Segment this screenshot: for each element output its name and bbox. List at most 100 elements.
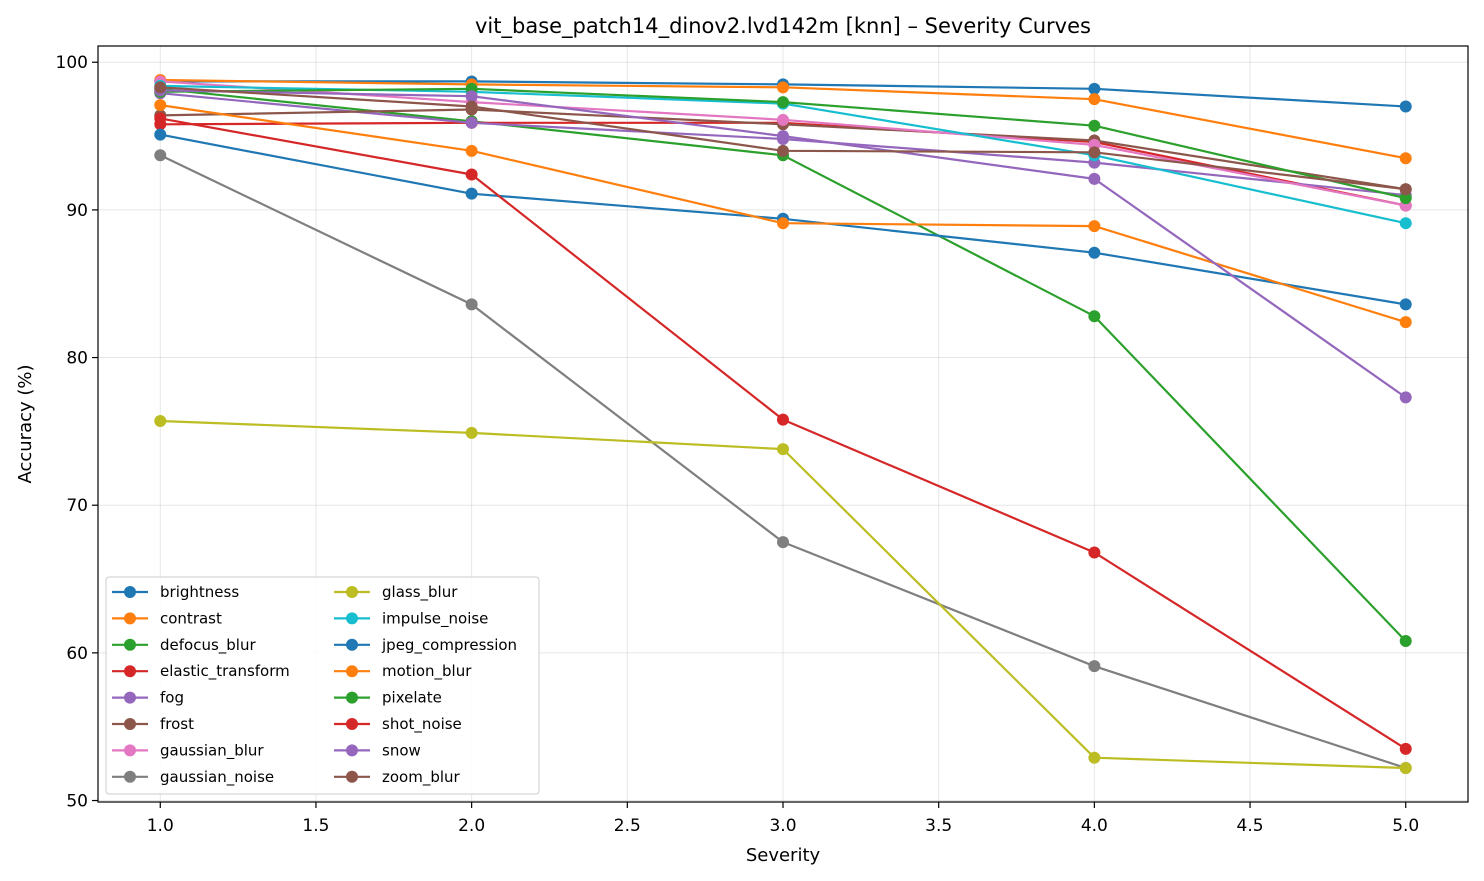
series-layer	[154, 73, 1412, 775]
data-point	[154, 112, 167, 125]
legend-label: zoom_blur	[382, 768, 461, 787]
data-point	[465, 90, 478, 103]
data-point	[777, 144, 789, 157]
series-shot_noise	[154, 112, 1412, 755]
legend-entry-jpeg_compression: jpeg_compression	[334, 636, 517, 655]
legend-marker	[346, 718, 358, 730]
legend-marker	[124, 770, 136, 783]
data-point	[1088, 146, 1101, 159]
data-point	[1088, 751, 1101, 764]
data-point	[465, 100, 478, 113]
legend-entry-frost: frost	[112, 715, 194, 733]
data-point	[465, 168, 478, 181]
data-point	[154, 128, 167, 141]
legend-label: glass_blur	[382, 583, 458, 602]
data-point	[154, 81, 167, 94]
legend-label: jpeg_compression	[381, 636, 517, 655]
legend: brightness contrast defocus_blur elastic_tr…	[105, 576, 540, 795]
data-point	[777, 81, 789, 94]
legend-marker	[346, 586, 358, 598]
legend-entry-impulse_noise: impulse_noise	[334, 609, 488, 628]
data-point	[1399, 762, 1412, 775]
legend-marker	[124, 586, 136, 598]
data-point	[777, 413, 789, 426]
plot-frame	[97, 45, 1469, 803]
series-glass_blur	[154, 415, 1412, 775]
legend-entry-brightness: brightness	[112, 583, 239, 601]
legend-marker	[346, 638, 358, 651]
legend-entry-fog: fog	[112, 689, 184, 707]
data-point	[465, 144, 478, 157]
data-point	[1399, 183, 1412, 196]
data-point	[1088, 119, 1101, 132]
data-point	[1399, 635, 1412, 648]
legend-label: contrast	[160, 609, 222, 627]
legend-marker	[346, 770, 358, 783]
data-point	[1399, 192, 1412, 205]
y-axis-ticks: 50 60 70 80 90 100	[56, 53, 98, 812]
legend-label: fog	[160, 689, 184, 707]
data-point	[1399, 298, 1412, 311]
y-axis-label: Accuracy (%)	[15, 364, 36, 483]
data-point	[1088, 246, 1101, 259]
x-tick-label: 1.5	[302, 816, 329, 836]
legend-entry-shot_noise: shot_noise	[334, 715, 462, 734]
x-axis-ticks: 1.0 1.5 2.0 2.5 3.0 3.5 4.0 4.5 5.0	[147, 802, 1419, 836]
legend-marker	[346, 665, 358, 678]
data-point	[465, 187, 478, 200]
data-point	[1399, 100, 1412, 113]
legend-entry-zoom_blur: zoom_blur	[334, 768, 461, 787]
legend-entry-defocus_blur: defocus_blur	[112, 636, 256, 655]
legend-entry-glass_blur: glass_blur	[334, 583, 458, 602]
x-axis-label: Severity	[746, 845, 821, 866]
data-point	[777, 217, 789, 230]
data-point	[154, 415, 167, 428]
data-point	[1088, 93, 1101, 106]
legend-marker	[124, 718, 136, 730]
legend-label: frost	[160, 715, 194, 733]
data-point	[1399, 217, 1412, 230]
legend-marker	[124, 665, 136, 678]
legend-marker	[124, 744, 136, 757]
y-tick-label: 100	[56, 53, 88, 73]
legend-marker	[124, 638, 136, 651]
legend-entry-snow: snow	[334, 741, 421, 759]
legend-entry-motion_blur: motion_blur	[334, 662, 472, 681]
x-tick-label: 5.0	[1392, 816, 1419, 836]
x-tick-label: 4.0	[1081, 816, 1108, 836]
legend-marker	[124, 691, 136, 704]
data-point	[465, 116, 478, 129]
data-point	[1088, 546, 1101, 559]
legend-label: motion_blur	[382, 662, 472, 681]
legend-entry-pixelate: pixelate	[334, 689, 442, 707]
series-motion_blur	[154, 99, 1412, 329]
legend-marker	[346, 612, 358, 625]
legend-marker	[124, 612, 136, 625]
series-zoom_blur	[154, 81, 1412, 196]
legend-label: gaussian_noise	[160, 768, 274, 787]
legend-label: gaussian_blur	[160, 741, 264, 760]
data-point	[1399, 316, 1412, 329]
data-point	[1399, 742, 1412, 755]
y-tick-label: 90	[66, 201, 88, 221]
legend-marker	[346, 744, 358, 757]
data-point	[1399, 152, 1412, 165]
legend-entry-contrast: contrast	[112, 609, 222, 627]
data-point	[154, 149, 167, 162]
y-tick-label: 60	[66, 644, 88, 664]
data-point	[777, 113, 789, 126]
data-point	[1399, 391, 1412, 404]
legend-label: shot_noise	[382, 715, 462, 734]
legend-label: brightness	[160, 583, 239, 601]
data-point	[1088, 172, 1101, 185]
legend-label: pixelate	[382, 689, 442, 707]
data-point	[777, 96, 789, 109]
y-tick-label: 80	[66, 349, 88, 369]
data-point	[777, 536, 789, 549]
data-point	[777, 130, 789, 143]
x-tick-label: 4.5	[1237, 816, 1264, 836]
legend-entry-gaussian_noise: gaussian_noise	[112, 768, 274, 787]
legend-entry-elastic_transform: elastic_transform	[112, 662, 290, 681]
data-point	[777, 443, 789, 456]
x-tick-label: 3.5	[925, 816, 952, 836]
